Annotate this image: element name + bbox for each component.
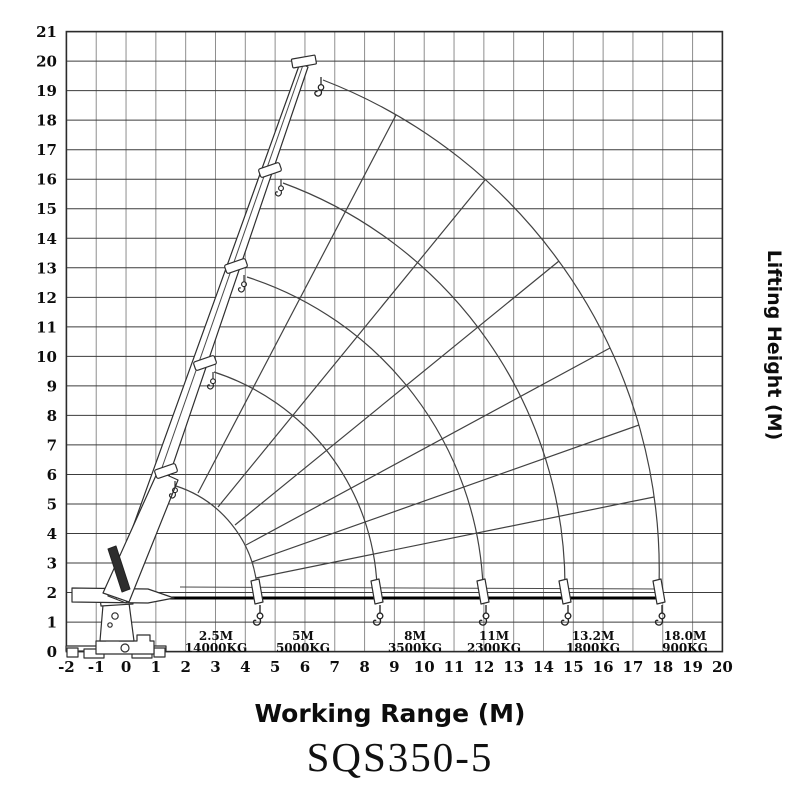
capacity-radius-label: 13.2M [572, 629, 615, 643]
boom-tips [153, 54, 325, 499]
y-tick-label: 18 [36, 112, 57, 130]
radial-60deg [197, 114, 397, 494]
capacity-load-label: 3500KG [388, 641, 442, 655]
y-tick-label: 14 [36, 230, 57, 248]
y-tick-label: 17 [36, 141, 57, 159]
tip-hook-2 [206, 371, 216, 390]
working-envelope-arcs [175, 79, 660, 587]
boom-raised [107, 62, 309, 604]
ground-hook [370, 578, 384, 626]
y-tick-label: 16 [36, 171, 57, 189]
y-tick-label: 1 [47, 614, 57, 632]
x-tick-label: 15 [563, 658, 584, 676]
y-tick-label: 19 [36, 82, 57, 100]
y-tick-label: 15 [36, 200, 57, 218]
x-tick-label: 8 [359, 658, 369, 676]
radial-16deg [251, 424, 640, 563]
radial-25deg [245, 347, 611, 546]
x-tick-label: 13 [503, 658, 524, 676]
y-tick-label: 3 [47, 555, 57, 573]
y-tick-label: 5 [47, 495, 57, 513]
outrigger-right-bracket [153, 647, 166, 658]
x-tick-label: 7 [330, 658, 340, 676]
ground-hook [558, 578, 572, 626]
y-tick-label: 4 [47, 525, 57, 543]
capacity-radius-label: 5M [292, 629, 314, 643]
y-tick-label: 11 [36, 318, 57, 336]
x-axis-title: Working Range (M) [255, 699, 526, 728]
radial-48deg [217, 179, 486, 508]
capacity-radius-label: 2.5M [199, 629, 233, 643]
boom-angle-lines [197, 114, 655, 579]
x-tick-label: 11 [444, 658, 465, 676]
capacity-load-label: 1800KG [566, 641, 620, 655]
x-tick-label: 9 [389, 658, 399, 676]
y-tick-label: 6 [47, 466, 57, 484]
arc-8m [213, 371, 378, 587]
x-tick-label: 19 [682, 658, 703, 676]
ground-hook [476, 578, 490, 626]
y-axis-title: Lifting Height (M) [763, 250, 785, 441]
base-pin [120, 643, 130, 653]
radial-8deg [255, 496, 655, 579]
y-tick-label: 8 [47, 407, 57, 425]
x-tick-label: 20 [712, 658, 733, 676]
y-tick-label: 12 [36, 289, 57, 307]
plot-border [65, 30, 724, 653]
x-tick-label: 1 [151, 658, 161, 676]
x-tick-label: 2 [180, 658, 190, 676]
x-tick-label: 0 [121, 658, 131, 676]
x-tick-label: 16 [593, 658, 614, 676]
x-tick-label: 12 [473, 658, 494, 676]
capacity-radius-label: 18.0M [664, 629, 707, 643]
y-tick-label: 10 [36, 348, 57, 366]
boom-base-section [102, 470, 179, 603]
capacity-load-label: 900KG [662, 641, 708, 655]
grid [65, 31, 723, 653]
y-tick-label: 2 [47, 584, 57, 602]
y-tick-label: 7 [47, 436, 57, 454]
y-tick-label: 21 [36, 23, 57, 41]
crane-drawing [65, 62, 309, 659]
x-tick-label: -2 [58, 658, 75, 676]
column-pin-upper [111, 612, 119, 620]
arc-18m [322, 79, 660, 587]
radial-36deg [234, 260, 560, 526]
capacity-load-label: 2300KG [467, 641, 521, 655]
boom-head [290, 54, 317, 69]
y-tick-label: 13 [36, 259, 57, 277]
x-tick-label: 18 [652, 658, 673, 676]
capacity-radius-label: 8M [404, 629, 426, 643]
outrigger-left-bracket [66, 647, 79, 658]
pedestal-column [99, 602, 135, 642]
luffing-cylinder [107, 545, 131, 593]
y-tick-label: 0 [47, 643, 57, 661]
arc-5m [175, 485, 258, 587]
x-axis-ticks: -2 -1 0 1 2 3 4 5 6 7 8 9 10 11 12 13 14 15 16 17 18 19 20 [58, 658, 733, 676]
x-tick-label: 3 [210, 658, 220, 676]
x-tick-label: 6 [300, 658, 310, 676]
y-tick-label: 9 [47, 377, 57, 395]
column-pin-lower [107, 622, 113, 628]
tip-hook-4 [274, 178, 284, 197]
capacity-radius-label: 11M [479, 629, 509, 643]
x-tick-label: -1 [88, 658, 105, 676]
ground-hook [250, 578, 264, 626]
capacity-load-label: 5000KG [276, 641, 330, 655]
x-tick-label: 14 [533, 658, 554, 676]
x-tick-label: 4 [240, 658, 250, 676]
x-tick-label: 5 [270, 658, 280, 676]
y-tick-label: 20 [36, 53, 57, 71]
model-title: SQS350-5 [307, 734, 494, 780]
x-tick-label: 10 [414, 658, 435, 676]
arc-11m [246, 276, 484, 587]
arc-13m [282, 182, 566, 587]
capacity-load-label: 14000KG [185, 641, 247, 655]
tip-hook-5 [314, 76, 325, 97]
x-tick-label: 17 [623, 658, 644, 676]
